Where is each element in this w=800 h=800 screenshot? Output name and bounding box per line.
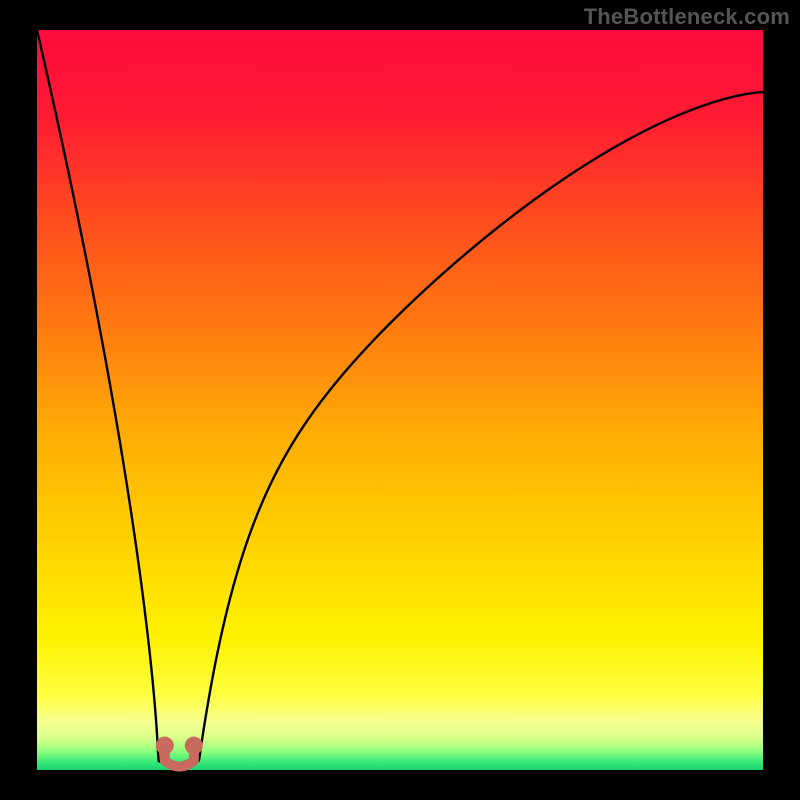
notch-dot-right: [185, 737, 203, 755]
plot-area: [37, 30, 763, 770]
notch-dot-left: [156, 737, 174, 755]
bottleneck-plot: [0, 0, 800, 800]
watermark-text: TheBottleneck.com: [584, 4, 790, 30]
stage: TheBottleneck.com: [0, 0, 800, 800]
